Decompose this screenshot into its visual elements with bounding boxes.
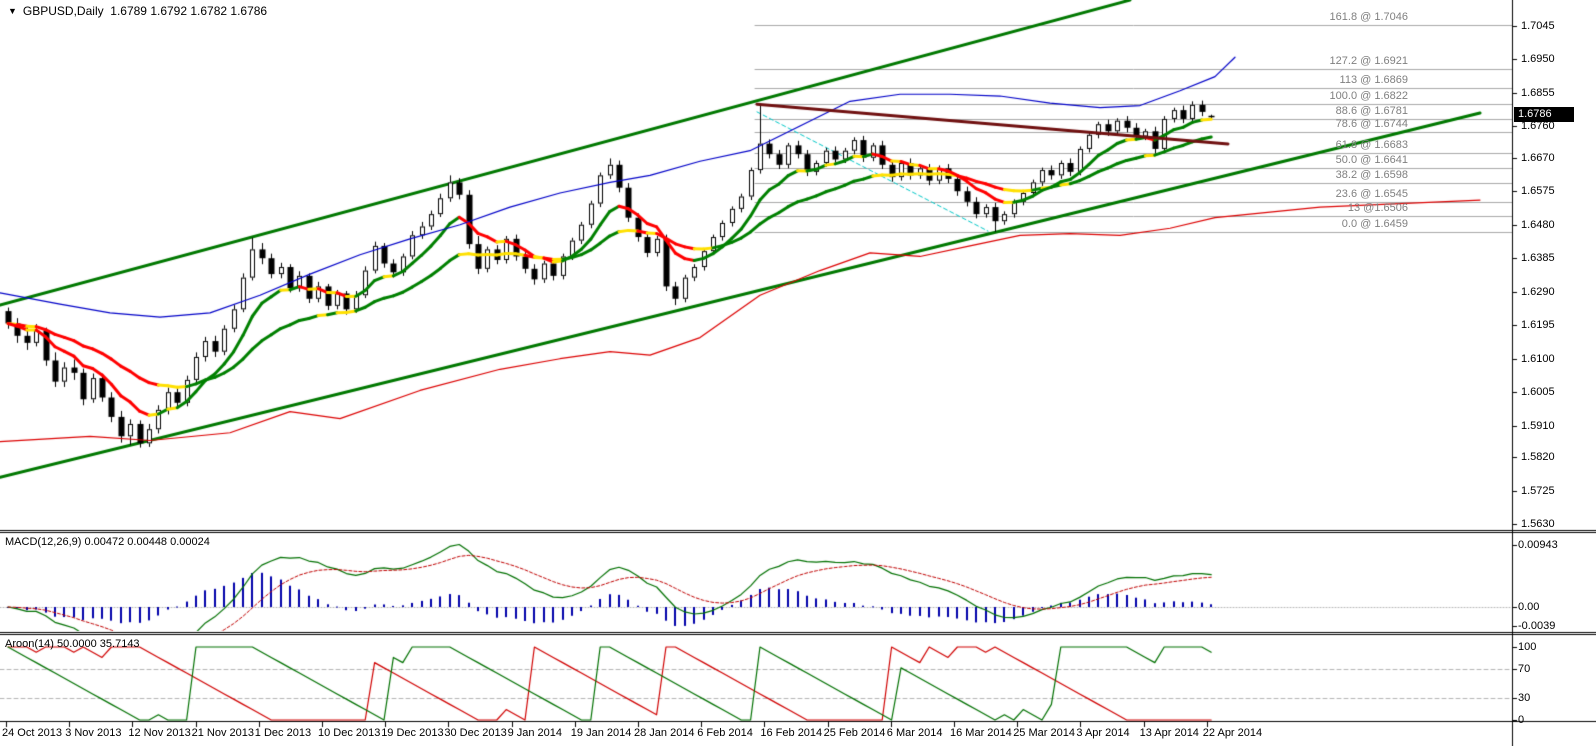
- date-tick-label: 6 Mar 2014: [886, 727, 943, 739]
- ohlc-quote-label: 1.6789 1.6792 1.6782 1.6786: [110, 4, 268, 18]
- date-tick-label: 3 Apr 2014: [1076, 727, 1130, 739]
- price-tick-label: 1.6760: [1521, 120, 1555, 132]
- price-tick-label: 1.5820: [1521, 451, 1555, 464]
- date-tick-label: 25 Mar 2014: [1013, 727, 1075, 739]
- fib-level-label: 38.2 @ 1.6598: [1335, 169, 1408, 182]
- fib-level-label: 13 @1.6506: [1347, 201, 1408, 214]
- price-tick-label: 1.6950: [1521, 53, 1555, 65]
- fib-level-label: 0.0 @ 1.6459: [1341, 218, 1408, 231]
- aroon-indicator-label: Aroon(14) 50.0000 35.7143: [5, 638, 140, 650]
- date-tick-label: 28 Jan 2014: [634, 727, 695, 739]
- price-tick-label: 1.5910: [1521, 419, 1555, 432]
- date-tick-label: 19 Dec 2013: [381, 727, 444, 739]
- date-tick-label: 3 Nov 2013: [65, 727, 122, 739]
- date-tick-label: 6 Feb 2014: [697, 727, 753, 739]
- current-price-badge: 1.6786: [1514, 107, 1574, 122]
- fib-level-label: 161.8 @ 1.7046: [1329, 11, 1408, 24]
- price-tick-label: 1.6195: [1521, 319, 1555, 332]
- date-tick-label: 22 Apr 2014: [1202, 727, 1263, 739]
- symbol-timeframe-label: GBPUSD,Daily: [22, 4, 104, 18]
- fib-level-label: 100.0 @ 1.6822: [1329, 90, 1408, 103]
- date-tick-label: 21 Nov 2013: [191, 727, 254, 739]
- price-tick-label: 1.6575: [1521, 185, 1555, 198]
- date-tick-label: 16 Mar 2014: [950, 727, 1012, 739]
- date-tick-label: 19 Jan 2014: [570, 727, 632, 739]
- date-tick-label: 16 Feb 2014: [760, 727, 823, 739]
- fib-level-label: 127.2 @ 1.6921: [1329, 55, 1408, 68]
- date-tick-label: 13 Apr 2014: [1139, 727, 1199, 739]
- price-tick-label: 1.5630: [1521, 518, 1555, 531]
- fib-level-label: 113 @ 1.6869: [1339, 73, 1408, 86]
- aroon-tick-label: 30: [1518, 692, 1531, 705]
- date-tick-label: 9 Jan 2014: [507, 727, 563, 739]
- price-tick-label: 1.6290: [1521, 285, 1555, 298]
- date-tick-label: 10 Dec 2013: [318, 727, 381, 739]
- price-tick-label: 1.6005: [1521, 386, 1555, 399]
- aroon-tick-label: 100: [1518, 641, 1537, 653]
- date-tick-label: 12 Nov 2013: [128, 727, 191, 739]
- price-tick-label: 1.7045: [1521, 19, 1555, 32]
- collapse-indicator-icon[interactable]: ▼: [8, 6, 17, 16]
- aroon-tick-label: 0: [1518, 714, 1525, 726]
- price-tick-label: 1.6855: [1521, 86, 1555, 99]
- price-tick-label: 1.6100: [1521, 352, 1555, 365]
- aroon-tick-label: 70: [1518, 662, 1531, 675]
- macd-tick-label: 0.00: [1518, 601, 1540, 613]
- price-tick-label: 1.5725: [1521, 484, 1555, 497]
- date-tick-label: 25 Feb 2014: [823, 727, 886, 739]
- fib-level-label: 23.6 @ 1.6545: [1335, 187, 1408, 200]
- price-tick-label: 1.6480: [1521, 218, 1555, 231]
- fib-level-label: 61.8 @ 1.6683: [1335, 139, 1408, 152]
- fib-level-label: 50.0 @ 1.6641: [1335, 153, 1408, 166]
- fib-level-label: 88.6 @ 1.6781: [1335, 104, 1408, 117]
- date-tick-label: 24 Oct 2013: [2, 727, 62, 739]
- price-tick-label: 1.6670: [1521, 151, 1555, 164]
- chart-title: ▼ GBPUSD,Daily 1.6789 1.6792 1.6782 1.678…: [8, 4, 267, 18]
- macd-tick-label: -0.0039: [1518, 620, 1556, 632]
- macd-tick-label: 0.00943: [1518, 538, 1558, 551]
- date-tick-label: 1 Dec 2013: [254, 727, 312, 739]
- macd-indicator-label: MACD(12,26,9) 0.00472 0.00448 0.00024: [5, 536, 210, 548]
- fib-level-label: 78.6 @ 1.6744: [1335, 117, 1408, 130]
- price-tick-label: 1.6385: [1521, 252, 1555, 265]
- date-tick-label: 30 Dec 2013: [444, 727, 507, 739]
